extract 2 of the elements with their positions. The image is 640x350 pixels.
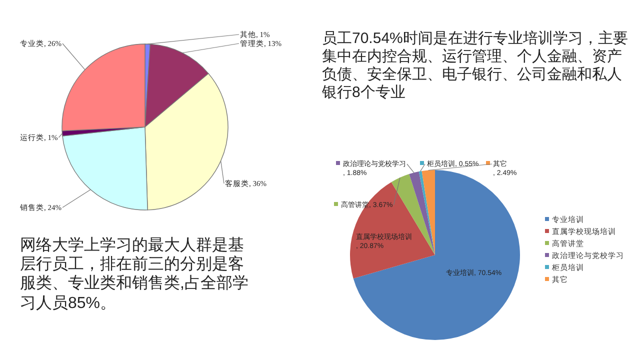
text: 网络大学上学习的最大人群是基层行员工，排在前三的分别是客服类、专业类和销售类,占全部学习人员85%。 <box>20 236 250 313</box>
text: 员工70.54%时间是在进行专业培训学习，主要集中在内控合规、运行管理、个人金融、资产负债、安全保卫、电子银行、公司金融和私人银行8个专业 <box>322 30 629 102</box>
